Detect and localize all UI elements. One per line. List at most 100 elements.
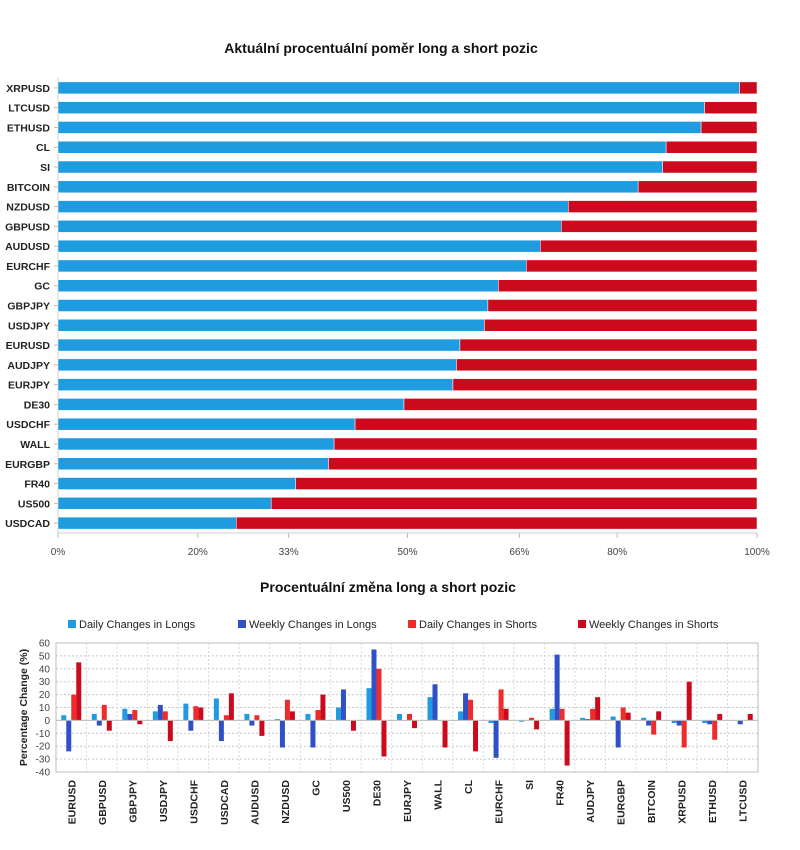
change-bar xyxy=(707,720,713,725)
change-bar xyxy=(101,704,107,721)
category-label: GC xyxy=(34,281,50,293)
change-bar xyxy=(71,694,77,721)
long-bar xyxy=(57,378,454,391)
short-bar xyxy=(665,140,758,154)
long-bar xyxy=(57,121,702,134)
change-bar xyxy=(106,720,112,731)
category-label: SI xyxy=(524,780,536,790)
category-label: USDJPY xyxy=(8,320,50,332)
change-bar xyxy=(183,703,189,721)
change-bar xyxy=(458,711,464,721)
long-bar xyxy=(57,299,489,312)
short-bar xyxy=(662,160,758,174)
short-bar xyxy=(540,239,758,253)
change-bar xyxy=(641,717,647,721)
category-label: NZDUSD xyxy=(280,780,292,824)
long-bar xyxy=(57,398,405,411)
change-bar xyxy=(152,711,158,721)
short-bar xyxy=(704,101,758,114)
category-label: GBPUSD xyxy=(5,221,50,233)
category-label: US500 xyxy=(18,498,50,510)
change-bar xyxy=(625,712,631,721)
category-label: USDCAD xyxy=(5,518,50,530)
change-bar xyxy=(595,697,601,721)
long-bar xyxy=(57,200,569,213)
change-bar xyxy=(407,713,412,721)
y-tick-label: 10 xyxy=(39,703,51,714)
category-label: GBPJPY xyxy=(7,301,50,313)
short-bar xyxy=(568,200,758,213)
legend-swatch xyxy=(578,620,586,628)
change-bar xyxy=(646,720,652,726)
category-label: DE30 xyxy=(24,399,50,411)
change-bar xyxy=(554,654,560,721)
short-bar xyxy=(452,378,758,391)
category-label: AUDUSD xyxy=(249,780,261,825)
long-bar xyxy=(57,239,541,253)
change-bar xyxy=(610,716,616,721)
short-bar xyxy=(235,516,758,530)
long-bar xyxy=(57,279,499,292)
change-bar xyxy=(381,720,387,757)
change-bar xyxy=(289,711,295,721)
change-bar xyxy=(335,707,341,721)
category-label: USDCAD xyxy=(219,780,231,825)
short-bar xyxy=(498,279,758,292)
category-label: EURGBP xyxy=(5,459,50,471)
legend-label: Weekly Changes in Longs xyxy=(249,619,377,631)
x-tick-label: 100% xyxy=(744,547,770,558)
change-bar xyxy=(61,715,67,721)
change-bar xyxy=(473,720,479,752)
category-label: ETHUSD xyxy=(707,780,719,824)
category-label: CL xyxy=(36,142,51,154)
y-tick-label: -40 xyxy=(36,768,51,779)
change-bar xyxy=(223,715,229,721)
change-bar xyxy=(66,720,72,752)
long-bar xyxy=(57,437,335,451)
change-bar xyxy=(254,715,260,721)
long-bar xyxy=(57,101,705,114)
category-label: AUDUSD xyxy=(5,241,50,253)
change-bar xyxy=(503,708,509,721)
category-label: GBPUSD xyxy=(97,780,109,825)
change-bar xyxy=(534,720,540,730)
category-label: USDCHF xyxy=(6,419,50,431)
category-label: USDJPY xyxy=(158,780,170,822)
short-bar xyxy=(561,220,758,233)
short-bar xyxy=(403,398,758,411)
change-bar xyxy=(397,713,402,721)
change-bar xyxy=(259,720,265,736)
category-label: GC xyxy=(310,780,322,796)
change-bar xyxy=(702,720,708,723)
change-bar xyxy=(498,689,504,721)
category-label: AUDJPY xyxy=(585,780,597,823)
short-bar xyxy=(333,437,758,451)
change-bar xyxy=(717,713,723,721)
short-bar xyxy=(328,457,758,471)
category-label: US500 xyxy=(341,780,353,812)
category-label: FR40 xyxy=(24,479,50,491)
change-bar xyxy=(580,717,586,721)
change-bar xyxy=(76,662,82,721)
category-label: LTCUSD xyxy=(738,780,750,822)
x-tick-label: 0% xyxy=(51,547,66,558)
x-tick-label: 80% xyxy=(607,547,627,558)
change-bar xyxy=(371,649,377,721)
short-bar xyxy=(637,180,758,194)
change-bar xyxy=(274,719,280,721)
short-bar xyxy=(484,319,758,332)
change-bar xyxy=(218,720,224,742)
short-bar xyxy=(700,121,758,134)
change-bar xyxy=(249,720,255,726)
long-bar xyxy=(57,319,485,332)
change-bar xyxy=(188,720,194,731)
short-bar xyxy=(459,338,758,352)
change-bar xyxy=(127,713,133,721)
category-label: GBPJPY xyxy=(127,780,139,823)
change-bar xyxy=(656,711,662,721)
category-label: EURCHF xyxy=(6,261,50,273)
change-bar xyxy=(549,708,555,721)
change-bar xyxy=(564,720,570,766)
change-bar xyxy=(376,668,382,721)
change-bar xyxy=(305,713,311,721)
